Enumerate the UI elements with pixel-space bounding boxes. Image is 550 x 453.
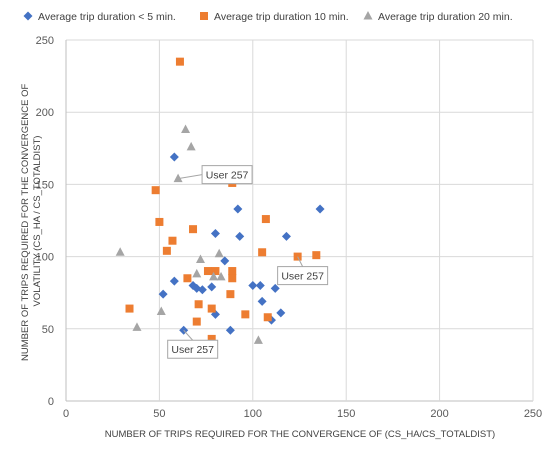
series-2-point xyxy=(211,267,220,276)
series-3-point xyxy=(216,271,226,281)
series-1-point xyxy=(207,282,217,292)
callout-box xyxy=(277,266,329,286)
x-tick-label: 200 xyxy=(430,408,448,420)
x-axis-ticks: 0 50 100 150 200 250 xyxy=(63,408,542,420)
legend-marker-2 xyxy=(200,12,208,20)
series-1-point xyxy=(197,285,207,295)
series-2-point xyxy=(155,217,164,226)
series-1-point xyxy=(233,204,243,214)
y-tick-label: 50 xyxy=(42,324,54,336)
series-2-point xyxy=(228,267,237,276)
y-tick-label: 150 xyxy=(36,179,54,191)
series-1-point xyxy=(315,204,325,214)
x-tick-label: 0 xyxy=(63,408,69,420)
x-tick-label: 100 xyxy=(244,408,262,420)
callout-label: User 257 xyxy=(281,271,324,283)
series-2-point xyxy=(263,313,272,322)
series-1-point xyxy=(257,296,267,306)
series-2-point xyxy=(312,251,321,260)
legend: Average trip duration < 5 min. Average tr… xyxy=(23,11,513,23)
x-tick-label: 250 xyxy=(524,408,542,420)
series-2-point xyxy=(241,310,250,319)
series-2-point xyxy=(192,317,201,326)
legend-label-1: Average trip duration < 5 min. xyxy=(38,11,176,23)
series-3-point xyxy=(181,124,191,134)
series-2-point xyxy=(261,215,270,224)
callout-label: User 257 xyxy=(171,344,214,356)
series-2-point xyxy=(194,300,203,309)
series-2-point xyxy=(228,274,237,283)
series-2-point xyxy=(175,57,184,66)
callout-leader xyxy=(183,329,194,341)
series-1-point xyxy=(158,289,168,299)
series-1-point xyxy=(225,325,235,335)
series-1-point xyxy=(220,256,230,266)
series-3-point xyxy=(115,247,125,256)
callout-label: User 257 xyxy=(206,170,249,182)
series-3-point xyxy=(192,268,202,278)
series-1-point xyxy=(169,276,179,286)
callout-leader xyxy=(297,256,304,267)
series-1-point xyxy=(235,231,245,241)
series-2-point xyxy=(162,246,171,255)
x-axis-title: NUMBER OF TRIPS REQUIRED FOR THE CONVERG… xyxy=(105,429,495,440)
callout-box xyxy=(167,339,219,359)
series-1-point xyxy=(248,280,258,290)
series-2-point xyxy=(151,186,160,195)
y-axis-ticks: 0 50 100 150 200 250 xyxy=(36,35,54,408)
y-tick-label: 250 xyxy=(36,35,54,47)
y-tick-label: 0 xyxy=(48,396,54,408)
series-2-point xyxy=(125,304,134,313)
series-1-point xyxy=(270,283,280,293)
series-2-point xyxy=(183,274,192,283)
legend-marker-3 xyxy=(363,11,373,20)
data-points xyxy=(115,57,325,344)
series-1-point xyxy=(281,231,291,241)
series-1-point xyxy=(169,152,179,162)
callout-leader xyxy=(177,174,203,180)
series-3-point xyxy=(253,335,263,344)
callout-box xyxy=(201,165,253,185)
legend-marker-1 xyxy=(23,11,33,21)
gridlines xyxy=(65,39,534,402)
series-1-point xyxy=(276,308,286,318)
y-tick-label: 100 xyxy=(36,252,54,264)
y-axis-title: NUMBER OF TRIPS REQUIRED FOR THE CONVERG… xyxy=(20,81,43,361)
series-3-point xyxy=(186,141,196,151)
series-2-point xyxy=(207,334,216,343)
callouts: User 257 User 257 User 257 xyxy=(167,165,329,359)
legend-label-3: Average trip duration 20 min. xyxy=(378,11,513,23)
series-1-point xyxy=(210,228,220,238)
series-1-point xyxy=(255,280,265,290)
series-3-point xyxy=(209,271,219,281)
series-3-point xyxy=(195,254,205,263)
series-2-point xyxy=(207,304,216,313)
x-tick-label: 50 xyxy=(153,408,165,420)
series-3-point xyxy=(214,248,224,258)
series-2-point xyxy=(226,290,235,299)
series-3-point xyxy=(173,173,183,183)
series-3-point xyxy=(132,322,142,331)
series-3-point xyxy=(156,306,166,315)
legend-label-2: Average trip duration 10 min. xyxy=(214,11,349,23)
series-2-point xyxy=(189,225,198,234)
y-tick-label: 200 xyxy=(36,107,54,119)
series-2-point xyxy=(203,267,212,276)
series-2-point xyxy=(168,236,177,245)
series-2-point xyxy=(258,248,267,257)
x-tick-label: 150 xyxy=(337,408,355,420)
